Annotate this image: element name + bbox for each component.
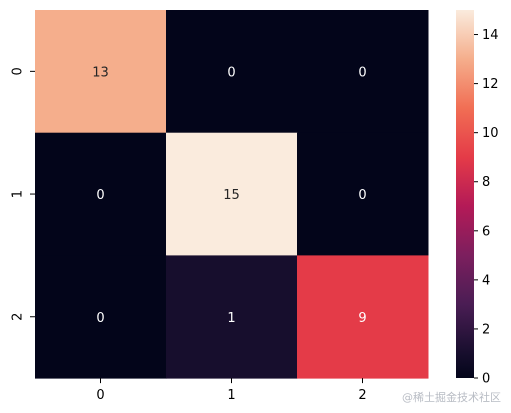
heatmap-cell: [297, 132, 429, 256]
colorbar-tick-label: 10: [482, 126, 499, 141]
y-tick-label: 2: [11, 313, 26, 321]
heatmap-cell: [35, 10, 167, 134]
heatmap-cell: [166, 10, 298, 134]
cell-annotation: 9: [358, 311, 366, 326]
heatmap-cell: [297, 10, 429, 134]
heatmap-cell: [166, 132, 298, 256]
colorbar-tick-label: 14: [482, 28, 499, 43]
heatmap-cell: [35, 132, 167, 256]
heatmap-cells: 13 0 0 0 15 0 0 1 9: [35, 10, 429, 379]
colorbar-axis: 0 2 4 6 8 10 12 14: [474, 28, 499, 387]
heatmap-cell: [166, 255, 298, 379]
cell-annotation: 0: [96, 188, 104, 203]
x-tick-label: 0: [96, 388, 104, 403]
y-tick-label: 0: [11, 67, 26, 75]
colorbar-tick-label: 0: [482, 372, 490, 387]
cell-annotation: 0: [96, 311, 104, 326]
colorbar: [456, 10, 474, 378]
cell-annotation: 15: [223, 188, 240, 203]
cell-annotation: 1: [227, 311, 235, 326]
cell-annotation: 13: [92, 65, 109, 80]
cell-annotation: 0: [227, 65, 235, 80]
cell-annotation: 0: [358, 188, 366, 203]
heatmap-cell: [35, 255, 167, 379]
cell-annotation: 0: [358, 65, 366, 80]
x-tick-label: 2: [358, 388, 366, 403]
y-axis: 0 1 2: [11, 67, 35, 321]
colorbar-tick-label: 2: [482, 322, 490, 337]
x-axis: 0 1 2: [96, 378, 367, 403]
y-tick-label: 1: [11, 190, 26, 198]
heatmap-cell: [297, 255, 429, 379]
colorbar-tick-label: 8: [482, 175, 490, 190]
watermark: @稀土掘金技术社区: [402, 391, 501, 404]
colorbar-tick-label: 12: [482, 77, 499, 92]
colorbar-tick-label: 4: [482, 273, 490, 288]
x-tick-label: 1: [227, 388, 235, 403]
colorbar-tick-label: 6: [482, 224, 490, 239]
